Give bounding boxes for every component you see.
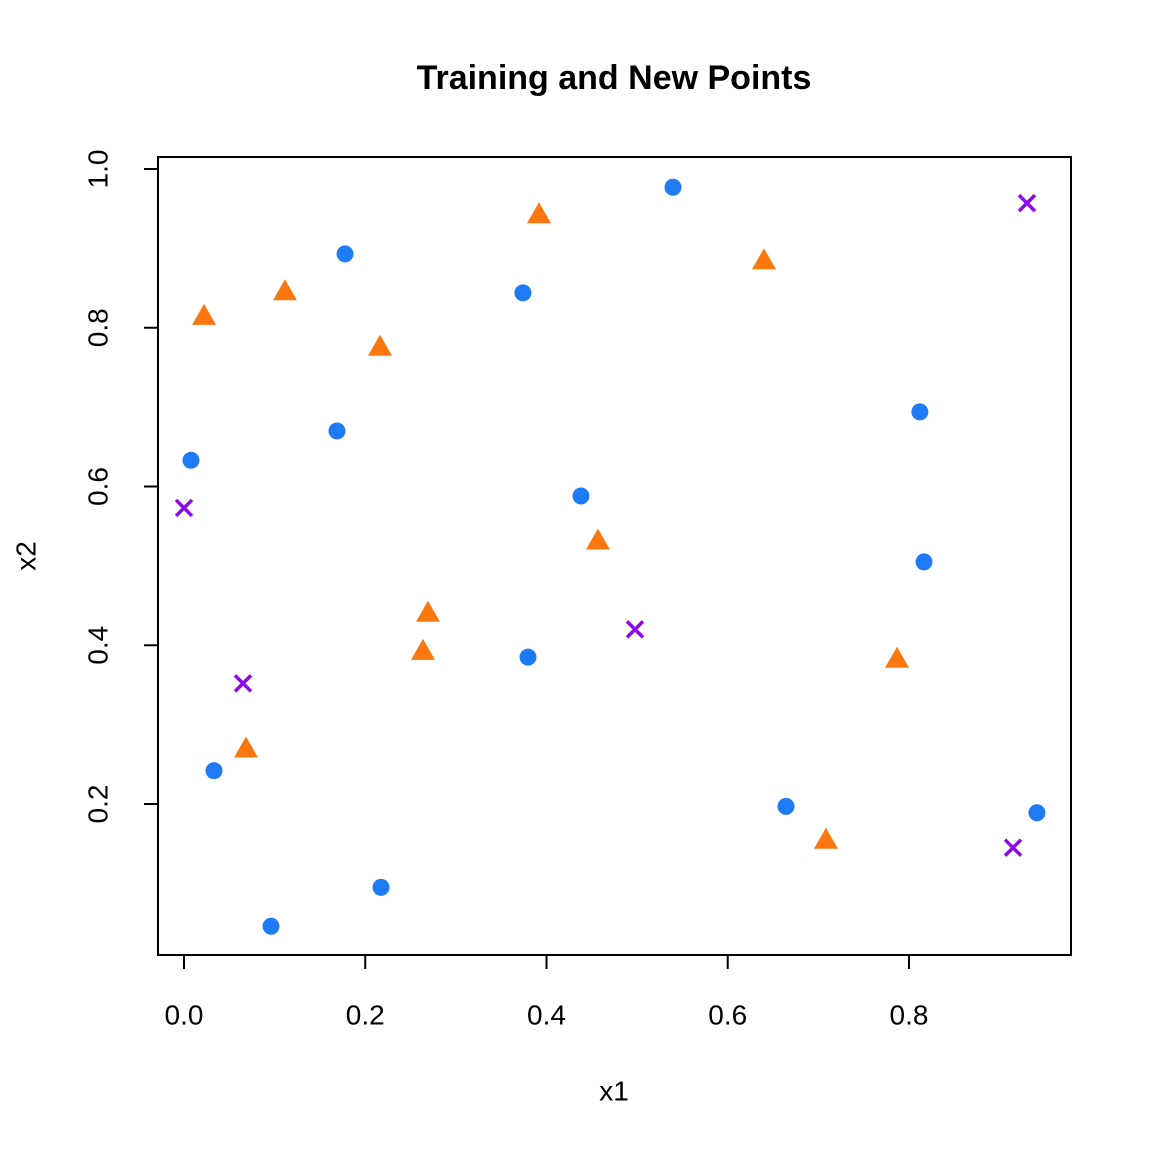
point — [415, 600, 440, 622]
point — [777, 797, 795, 815]
point — [572, 487, 590, 505]
x-tick-label: 0.8 — [890, 999, 929, 1030]
point — [751, 248, 776, 270]
x-tick-label: 0.4 — [527, 999, 566, 1030]
point — [336, 245, 354, 263]
y-tick-label: 0.8 — [82, 308, 113, 347]
point — [368, 334, 393, 356]
y-tick-label: 0.4 — [82, 626, 113, 665]
x-axis-label: x1 — [599, 1075, 629, 1106]
x-tick-label: 0.0 — [165, 999, 204, 1030]
point — [526, 202, 551, 224]
point — [182, 451, 200, 469]
point — [915, 553, 933, 571]
x-tick-label: 0.6 — [708, 999, 747, 1030]
point — [585, 528, 610, 550]
x-tick-label: 0.2 — [346, 999, 385, 1030]
point — [174, 498, 194, 518]
plot-frame — [157, 156, 1072, 956]
point — [262, 917, 280, 935]
point — [272, 279, 297, 301]
point — [1003, 838, 1023, 857]
point — [410, 638, 435, 660]
y-tick-label: 0.2 — [82, 785, 113, 824]
point — [664, 178, 682, 196]
point — [885, 646, 910, 668]
y-tick-label: 0.6 — [82, 467, 113, 506]
y-axis-label: x2 — [10, 541, 41, 571]
point — [625, 620, 645, 639]
point — [233, 674, 253, 693]
point — [205, 762, 223, 780]
point — [519, 648, 537, 666]
point — [514, 284, 532, 302]
point — [372, 878, 390, 896]
point — [1028, 804, 1046, 822]
point — [1017, 193, 1037, 213]
point — [328, 422, 346, 440]
chart-title: Training and New Points — [417, 59, 812, 97]
y-tick-label: 1.0 — [82, 150, 113, 189]
point — [911, 403, 929, 421]
point — [813, 827, 838, 849]
point — [233, 736, 258, 758]
point — [192, 303, 217, 325]
